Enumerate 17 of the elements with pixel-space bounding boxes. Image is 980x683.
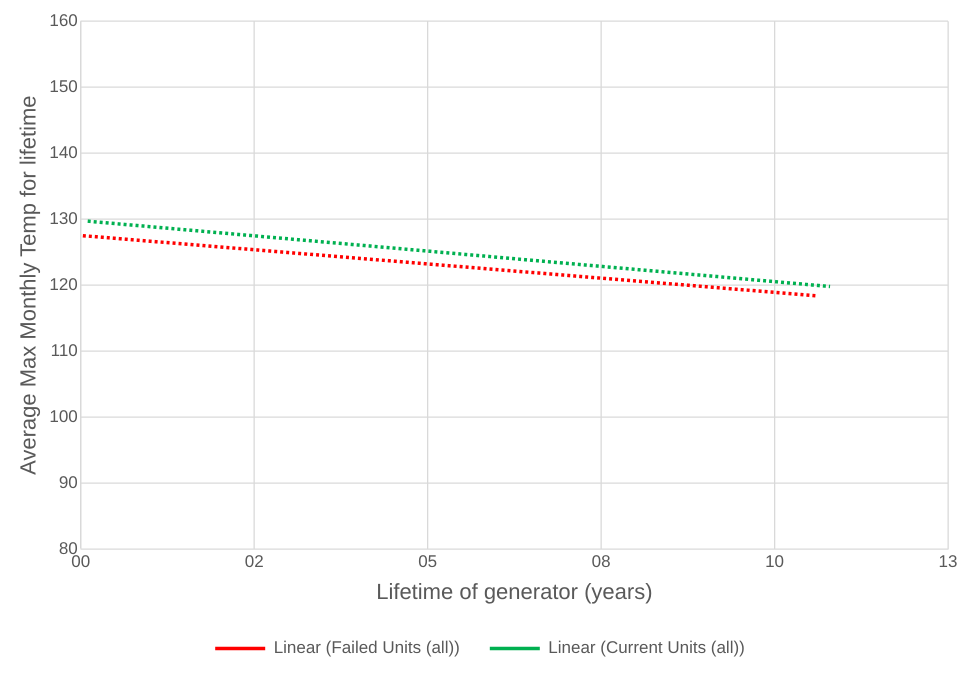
x-tick-label: 08 <box>592 552 611 572</box>
legend-label: Linear (Failed Units (all)) <box>274 638 460 658</box>
y-tick-label: 130 <box>49 208 78 228</box>
y-tick-label: 140 <box>49 142 78 162</box>
x-tick-label: 10 <box>765 552 784 572</box>
legend-label: Linear (Current Units (all)) <box>548 638 745 658</box>
x-tick-label: 05 <box>418 552 438 572</box>
y-tick-label: 90 <box>58 472 78 492</box>
y-tick-label: 100 <box>49 406 78 426</box>
y-tick-label: 150 <box>49 76 78 96</box>
x-tick-label: 13 <box>938 552 958 572</box>
y-tick-label: 160 <box>49 10 78 30</box>
y-tick-label: 110 <box>50 340 78 360</box>
y-tick-label: 120 <box>49 274 78 294</box>
x-tick-label: 02 <box>244 552 264 572</box>
y-axis-title: Average Max Monthly Temp for lifetime <box>15 95 40 475</box>
x-axis-title: Lifetime of generator (years) <box>376 578 653 604</box>
